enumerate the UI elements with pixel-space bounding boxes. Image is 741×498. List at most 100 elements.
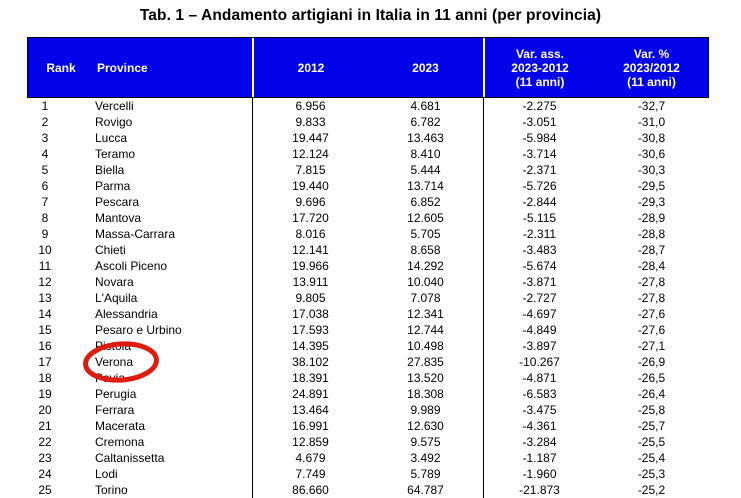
cell-var-ass: -5.115 [483, 210, 595, 226]
cell-rank: 5 [41, 163, 49, 177]
col-header-rank: Rank [46, 60, 76, 75]
cell-2023: 27.835 [407, 355, 444, 369]
cell-province: Pesaro e Urbino [95, 323, 182, 337]
cell-province: Pistoia [95, 339, 132, 353]
table-row: 25 Torino 86.660 64.787 -21.873 -25,2 [28, 482, 708, 498]
cell-var-pct: -28,8 [637, 227, 666, 241]
cell-2012: 6.956 [252, 98, 368, 114]
cell-var-ass: -4.849 [483, 322, 595, 338]
cell-var-pct: -27,6 [637, 307, 666, 321]
cell-var-ass: -2.844 [483, 194, 595, 210]
cell-2012: 8.016 [252, 226, 368, 242]
cell-province: L'Aquila [95, 291, 138, 305]
cell-rank: 6 [41, 179, 49, 193]
cell-rank: 7 [41, 195, 49, 209]
cell-2012: 12.141 [252, 242, 368, 258]
cell-province: Pavia [95, 371, 126, 385]
cell-2023: 5.789 [410, 467, 441, 481]
cell-rank: 20 [38, 403, 52, 417]
cell-var-ass: -4.697 [483, 306, 595, 322]
table-row: 22 Cremona 12.859 9.575 -3.284 -25,5 [28, 434, 708, 450]
provinces-table: Rank Province 2012 2023 Var. ass. 2023-2… [28, 38, 708, 498]
cell-2023: 12.744 [407, 323, 444, 337]
cell-2012: 7.749 [252, 466, 368, 482]
table-row: 15 Pesaro e Urbino 17.593 12.744 -4.849 -27,6 [28, 322, 708, 338]
cell-var-ass: -5.726 [483, 178, 595, 194]
cell-2023: 10.040 [407, 275, 444, 289]
table-row: 19 Perugia 24.891 18.308 -6.583 -26,4 [28, 386, 708, 402]
cell-province: Biella [95, 163, 125, 177]
cell-2023: 13.520 [407, 371, 444, 385]
cell-var-ass: -21.873 [483, 482, 595, 498]
cell-2012: 9.696 [252, 194, 368, 210]
cell-rank: 8 [41, 211, 49, 225]
cell-2023: 7.078 [410, 291, 441, 305]
cell-rank: 13 [38, 291, 52, 305]
cell-rank: 18 [38, 371, 52, 385]
cell-2012: 7.815 [252, 162, 368, 178]
cell-var-ass: -3.475 [483, 402, 595, 418]
cell-2012: 38.102 [252, 354, 368, 370]
cell-rank: 3 [41, 131, 49, 145]
cell-2023: 4.681 [410, 99, 441, 113]
cell-var-pct: -27,8 [637, 291, 666, 305]
cell-rank: 14 [38, 307, 52, 321]
cell-var-pct: -30,8 [637, 131, 666, 145]
cell-rank: 15 [38, 323, 52, 337]
cell-rank: 21 [38, 419, 52, 433]
cell-var-pct: -27,8 [637, 275, 666, 289]
cell-rank: 1 [41, 99, 49, 113]
cell-var-pct: -26,5 [637, 371, 666, 385]
cell-rank: 10 [38, 243, 52, 257]
cell-province: Rovigo [95, 115, 133, 129]
cell-2023: 10.498 [407, 339, 444, 353]
cell-2012: 19.966 [252, 258, 368, 274]
cell-var-ass: -1.960 [483, 466, 595, 482]
cell-2023: 5.444 [410, 163, 441, 177]
cell-var-pct: -26,9 [637, 355, 666, 369]
cell-2023: 14.292 [407, 259, 444, 273]
cell-2012: 18.391 [252, 370, 368, 386]
cell-2023: 13.463 [407, 131, 444, 145]
cell-2023: 8.410 [410, 147, 441, 161]
cell-var-ass: -2.371 [483, 162, 595, 178]
cell-var-pct: -27,6 [637, 323, 666, 337]
cell-province: Verona [95, 355, 134, 369]
cell-var-ass: -3.051 [483, 114, 595, 130]
table-row: 7 Pescara 9.696 6.852 -2.844 -29,3 [28, 194, 708, 210]
cell-2012: 4.679 [252, 450, 368, 466]
cell-province: Perugia [95, 387, 137, 401]
col-header-var-pct: Var. % 2023/2012 (11 anni) [623, 46, 680, 89]
cell-var-ass: -5.984 [483, 130, 595, 146]
cell-2023: 64.787 [407, 483, 444, 497]
cell-var-ass: -4.361 [483, 418, 595, 434]
cell-rank: 17 [38, 355, 52, 369]
table-row: 13 L'Aquila 9.805 7.078 -2.727 -27,8 [28, 290, 708, 306]
cell-province: Ascoli Piceno [95, 259, 168, 273]
table-row: 1 Vercelli 6.956 4.681 -2.275 -32,7 [28, 98, 708, 114]
cell-var-ass: -2.727 [483, 290, 595, 306]
cell-2012: 12.859 [252, 434, 368, 450]
cell-province: Teramo [95, 147, 136, 161]
cell-rank: 4 [41, 147, 49, 161]
cell-2023: 12.605 [407, 211, 444, 225]
table-row: 6 Parma 19.440 13.714 -5.726 -29,5 [28, 178, 708, 194]
table-row: 20 Ferrara 13.464 9.989 -3.475 -25,8 [28, 402, 708, 418]
cell-province: Torino [95, 483, 128, 497]
table-row: 14 Alessandria 17.038 12.341 -4.697 -27,6 [28, 306, 708, 322]
cell-var-pct: -30,3 [637, 163, 666, 177]
table-row: 24 Lodi 7.749 5.789 -1.960 -25,3 [28, 466, 708, 482]
cell-rank: 23 [38, 451, 52, 465]
table-row: 2 Rovigo 9.833 6.782 -3.051 -31,0 [28, 114, 708, 130]
cell-province: Lodi [95, 467, 118, 481]
cell-2012: 24.891 [252, 386, 368, 402]
cell-2023: 3.492 [410, 451, 441, 465]
cell-rank: 11 [38, 259, 52, 273]
col-header-province: Province [97, 60, 148, 75]
cell-rank: 16 [38, 339, 52, 353]
cell-province: Vercelli [95, 99, 134, 113]
table-row: 4 Teramo 12.124 8.410 -3.714 -30,6 [28, 146, 708, 162]
cell-var-pct: -28,7 [637, 243, 666, 257]
cell-province: Chieti [95, 243, 126, 257]
cell-rank: 12 [38, 275, 52, 289]
